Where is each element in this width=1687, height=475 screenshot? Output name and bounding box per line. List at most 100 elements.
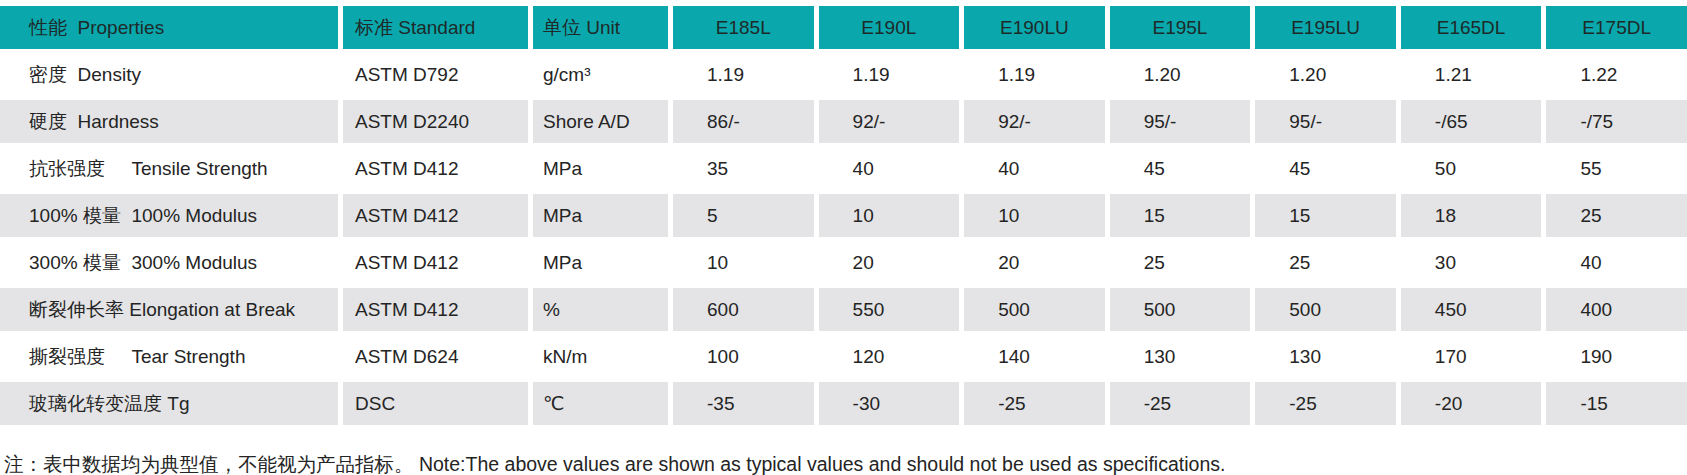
value-cell-E185L: 600 — [668, 284, 814, 331]
property-cell: 100% 模量 100% Modulus — [0, 190, 338, 237]
value-cell-E175DL: -/75 — [1541, 96, 1687, 143]
standard-cell: ASTM D412 — [338, 143, 528, 190]
value-cell-E190LU: -25 — [959, 378, 1105, 425]
value-cell-E195LU: -25 — [1250, 378, 1396, 425]
column-header-E195LU: E195LU — [1250, 3, 1396, 49]
value-cell-E165DL: 30 — [1396, 237, 1542, 284]
table-row: 抗张强度 Tensile StrengthASTM D412MPa3540404… — [0, 143, 1687, 190]
value-cell-E165DL: -20 — [1396, 378, 1542, 425]
unit-cell: % — [528, 284, 668, 331]
value-cell-E195L: 25 — [1105, 237, 1251, 284]
value-cell-E190LU: 92/- — [959, 96, 1105, 143]
property-cell: 玻璃化转变温度 Tg — [0, 378, 338, 425]
value-cell-E185L: 100 — [668, 331, 814, 378]
property-cell: 硬度 Hardness — [0, 96, 338, 143]
value-cell-E195LU: 1.20 — [1250, 49, 1396, 96]
value-cell-E190L: 120 — [814, 331, 960, 378]
value-cell-E175DL: 400 — [1541, 284, 1687, 331]
value-cell-E185L: 86/- — [668, 96, 814, 143]
value-cell-E190L: 40 — [814, 143, 960, 190]
value-cell-E185L: 35 — [668, 143, 814, 190]
value-cell-E195LU: 95/- — [1250, 96, 1396, 143]
column-header-E195L: E195L — [1105, 3, 1251, 49]
value-cell-E175DL: -15 — [1541, 378, 1687, 425]
unit-cell: g/cm³ — [528, 49, 668, 96]
table-row: 撕裂强度 Tear StrengthASTM D624kN/m100120140… — [0, 331, 1687, 378]
value-cell-E185L: 5 — [668, 190, 814, 237]
value-cell-E190LU: 10 — [959, 190, 1105, 237]
datasheet-page: 性能 Properties标准 Standard单位 UnitE185LE190… — [0, 3, 1687, 475]
property-cell: 断裂伸长率 Elongation at Break — [0, 284, 338, 331]
column-header-properties: 性能 Properties — [0, 3, 338, 49]
value-cell-E190L: -30 — [814, 378, 960, 425]
value-cell-E195L: -25 — [1105, 378, 1251, 425]
value-cell-E195LU: 500 — [1250, 284, 1396, 331]
standard-cell: ASTM D792 — [338, 49, 528, 96]
value-cell-E190LU: 40 — [959, 143, 1105, 190]
standard-cell: ASTM D412 — [338, 190, 528, 237]
column-header-standard: 标准 Standard — [338, 3, 528, 49]
value-cell-E185L: -35 — [668, 378, 814, 425]
value-cell-E190L: 1.19 — [814, 49, 960, 96]
properties-table: 性能 Properties标准 Standard单位 UnitE185LE190… — [0, 3, 1687, 425]
value-cell-E175DL: 40 — [1541, 237, 1687, 284]
standard-cell: ASTM D2240 — [338, 96, 528, 143]
value-cell-E195L: 95/- — [1105, 96, 1251, 143]
unit-cell: MPa — [528, 237, 668, 284]
value-cell-E175DL: 1.22 — [1541, 49, 1687, 96]
table-row: 300% 模量 300% ModulusASTM D412MPa10202025… — [0, 237, 1687, 284]
value-cell-E190L: 20 — [814, 237, 960, 284]
standard-cell: ASTM D412 — [338, 284, 528, 331]
table-row: 断裂伸长率 Elongation at BreakASTM D412%60055… — [0, 284, 1687, 331]
value-cell-E190LU: 20 — [959, 237, 1105, 284]
value-cell-E165DL: -/65 — [1396, 96, 1542, 143]
footnote: 注：表中数据均为典型值，不能视为产品指标。 Note:The above val… — [4, 451, 1687, 475]
property-cell: 密度 Density — [0, 49, 338, 96]
value-cell-E195LU: 45 — [1250, 143, 1396, 190]
column-header-E190LU: E190LU — [959, 3, 1105, 49]
unit-cell: MPa — [528, 190, 668, 237]
standard-cell: ASTM D412 — [338, 237, 528, 284]
value-cell-E195L: 500 — [1105, 284, 1251, 331]
value-cell-E175DL: 55 — [1541, 143, 1687, 190]
table-row: 硬度 HardnessASTM D2240Shore A/D86/-92/-92… — [0, 96, 1687, 143]
value-cell-E195LU: 15 — [1250, 190, 1396, 237]
table-row: 玻璃化转变温度 TgDSC℃-35-30-25-25-25-20-15 — [0, 378, 1687, 425]
unit-cell: MPa — [528, 143, 668, 190]
value-cell-E195L: 1.20 — [1105, 49, 1251, 96]
value-cell-E165DL: 18 — [1396, 190, 1542, 237]
column-header-unit: 单位 Unit — [528, 3, 668, 49]
table-row: 密度 DensityASTM D792g/cm³1.191.191.191.20… — [0, 49, 1687, 96]
value-cell-E190LU: 500 — [959, 284, 1105, 331]
value-cell-E175DL: 190 — [1541, 331, 1687, 378]
table-body: 密度 DensityASTM D792g/cm³1.191.191.191.20… — [0, 49, 1687, 425]
column-header-E165DL: E165DL — [1396, 3, 1542, 49]
unit-cell: kN/m — [528, 331, 668, 378]
table-row: 100% 模量 100% ModulusASTM D412MPa51010151… — [0, 190, 1687, 237]
property-cell: 抗张强度 Tensile Strength — [0, 143, 338, 190]
value-cell-E165DL: 50 — [1396, 143, 1542, 190]
value-cell-E190LU: 1.19 — [959, 49, 1105, 96]
value-cell-E185L: 10 — [668, 237, 814, 284]
value-cell-E195L: 45 — [1105, 143, 1251, 190]
header-row: 性能 Properties标准 Standard单位 UnitE185LE190… — [0, 3, 1687, 49]
value-cell-E165DL: 170 — [1396, 331, 1542, 378]
value-cell-E190L: 10 — [814, 190, 960, 237]
property-cell: 300% 模量 300% Modulus — [0, 237, 338, 284]
value-cell-E195LU: 130 — [1250, 331, 1396, 378]
column-header-E190L: E190L — [814, 3, 960, 49]
column-header-E175DL: E175DL — [1541, 3, 1687, 49]
value-cell-E190LU: 140 — [959, 331, 1105, 378]
value-cell-E185L: 1.19 — [668, 49, 814, 96]
value-cell-E195LU: 25 — [1250, 237, 1396, 284]
value-cell-E190L: 550 — [814, 284, 960, 331]
unit-cell: Shore A/D — [528, 96, 668, 143]
value-cell-E195L: 130 — [1105, 331, 1251, 378]
value-cell-E165DL: 450 — [1396, 284, 1542, 331]
column-header-E185L: E185L — [668, 3, 814, 49]
value-cell-E195L: 15 — [1105, 190, 1251, 237]
value-cell-E190L: 92/- — [814, 96, 960, 143]
property-cell: 撕裂强度 Tear Strength — [0, 331, 338, 378]
unit-cell: ℃ — [528, 378, 668, 425]
standard-cell: ASTM D624 — [338, 331, 528, 378]
